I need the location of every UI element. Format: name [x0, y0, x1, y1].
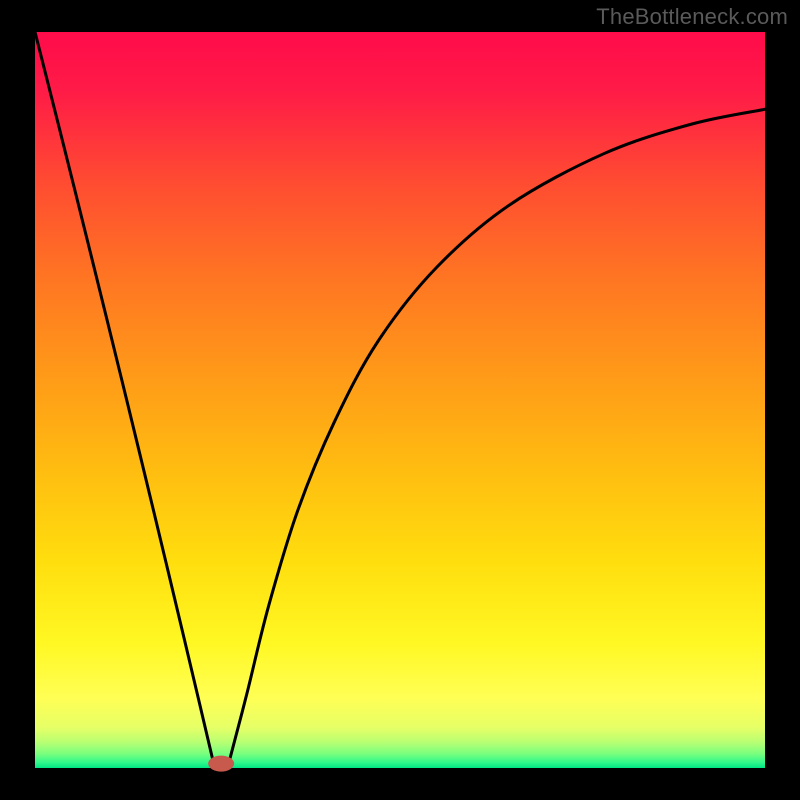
chart-frame: TheBottleneck.com: [0, 0, 800, 800]
bottleneck-chart: [0, 0, 800, 800]
watermark-text: TheBottleneck.com: [596, 4, 788, 30]
gradient-background: [35, 32, 765, 768]
minimum-marker: [208, 756, 234, 772]
